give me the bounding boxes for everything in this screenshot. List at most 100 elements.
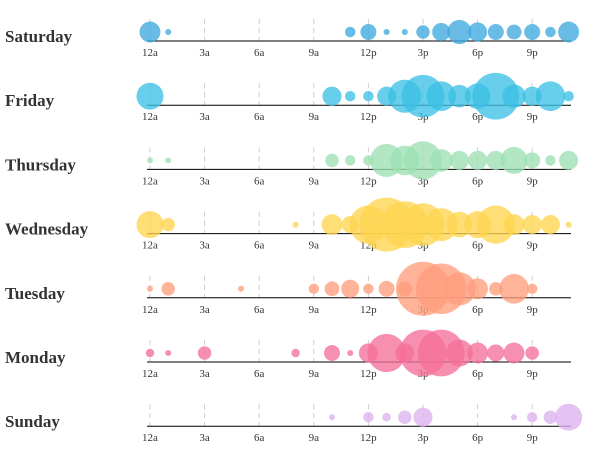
x-tick-label: 12p	[360, 304, 377, 316]
x-tick-label: 3a	[199, 175, 210, 187]
x-tick-label: 9p	[527, 304, 539, 316]
data-bubble	[543, 410, 558, 424]
day-label: Monday	[5, 348, 66, 367]
x-tick-label: 12p	[360, 111, 377, 123]
x-tick-label: 6p	[472, 432, 484, 444]
data-bubble	[328, 414, 336, 421]
data-bubble	[136, 211, 164, 239]
data-bubble	[321, 214, 343, 236]
data-bubble	[524, 152, 541, 169]
data-bubble	[503, 214, 525, 236]
day-label: Saturday	[5, 27, 73, 46]
x-tick-label: 12a	[142, 368, 158, 380]
x-tick-label: 3p	[418, 175, 430, 187]
data-bubble	[424, 208, 458, 242]
x-tick-label: 6a	[254, 175, 265, 187]
x-tick-label: 3a	[199, 432, 210, 444]
data-bubble	[524, 24, 541, 40]
data-bubble	[502, 84, 526, 108]
x-tick-label: 6a	[254, 368, 265, 380]
data-bubble	[545, 26, 556, 38]
data-bubble	[468, 22, 488, 42]
x-tick-label: 6p	[472, 304, 484, 316]
data-bubble	[291, 348, 300, 358]
data-bubble	[363, 411, 374, 423]
data-bubble	[161, 217, 175, 232]
day-label: Thursday	[5, 155, 76, 174]
x-tick-label: 12a	[142, 432, 158, 444]
x-tick-label: 3a	[199, 240, 210, 252]
data-bubble	[344, 155, 356, 166]
day-label: Tuesday	[5, 284, 65, 303]
day-label: Wednesday	[5, 220, 89, 239]
x-tick-label: 9p	[527, 175, 539, 187]
x-tick-label: 12p	[360, 175, 377, 187]
data-bubble	[526, 283, 538, 295]
data-bubble	[447, 19, 472, 45]
data-bubble	[165, 157, 172, 164]
day-label: Friday	[5, 91, 55, 110]
x-tick-label: 12a	[142, 240, 158, 252]
x-tick-label: 12a	[142, 175, 158, 187]
data-bubble	[197, 346, 212, 360]
x-tick-label: 12p	[360, 368, 377, 380]
data-bubble	[324, 281, 340, 297]
data-bubble	[341, 279, 360, 298]
data-bubble	[499, 274, 529, 304]
x-tick-label: 9a	[309, 175, 320, 187]
data-bubble	[558, 21, 580, 43]
data-bubble	[146, 157, 154, 164]
x-tick-label: 9a	[309, 111, 320, 123]
x-tick-label: 6p	[472, 368, 484, 380]
data-bubble	[563, 90, 574, 102]
data-bubble	[139, 21, 161, 43]
x-tick-label: 6a	[254, 111, 265, 123]
x-tick-label: 9a	[309, 432, 320, 444]
x-tick-label: 3a	[199, 111, 210, 123]
data-bubble	[449, 150, 469, 170]
data-bubble	[413, 407, 433, 427]
data-bubble	[136, 82, 164, 110]
x-tick-label: 9p	[527, 240, 539, 252]
x-tick-label: 3a	[199, 368, 210, 380]
data-bubble	[545, 155, 556, 166]
data-bubble	[344, 90, 356, 102]
x-tick-label: 3a	[199, 47, 210, 59]
data-bubble	[398, 410, 412, 424]
data-bubble	[367, 333, 406, 373]
data-bubble	[487, 24, 504, 40]
data-bubble	[448, 84, 471, 108]
data-bubble	[429, 149, 453, 172]
data-bubble	[237, 285, 245, 292]
x-tick-label: 9p	[527, 47, 539, 59]
data-bubble	[522, 215, 542, 235]
x-tick-label: 6a	[254, 304, 265, 316]
x-tick-label: 6a	[254, 432, 265, 444]
data-bubble	[565, 221, 572, 228]
data-bubble	[322, 86, 342, 106]
data-bubble	[360, 24, 377, 40]
data-bubble	[489, 282, 503, 296]
x-tick-label: 6p	[472, 240, 484, 252]
data-bubble	[487, 344, 505, 362]
x-tick-label: 12p	[360, 432, 377, 444]
data-bubble	[382, 412, 391, 422]
day-label: Sunday	[5, 412, 60, 431]
data-bubble	[445, 339, 473, 367]
data-bubble	[486, 150, 506, 170]
data-bubble	[555, 403, 583, 431]
data-bubble	[506, 24, 522, 40]
data-bubble	[525, 346, 539, 360]
x-tick-label: 12a	[142, 304, 158, 316]
data-bubble	[146, 285, 154, 292]
data-bubble	[432, 22, 451, 42]
data-bubble	[324, 345, 340, 361]
data-bubble	[426, 81, 456, 111]
data-bubble	[467, 278, 489, 300]
data-bubble	[403, 141, 443, 180]
data-bubble	[401, 28, 408, 36]
x-tick-label: 12a	[142, 111, 158, 123]
x-tick-label: 6p	[472, 175, 484, 187]
data-bubble	[308, 283, 320, 295]
